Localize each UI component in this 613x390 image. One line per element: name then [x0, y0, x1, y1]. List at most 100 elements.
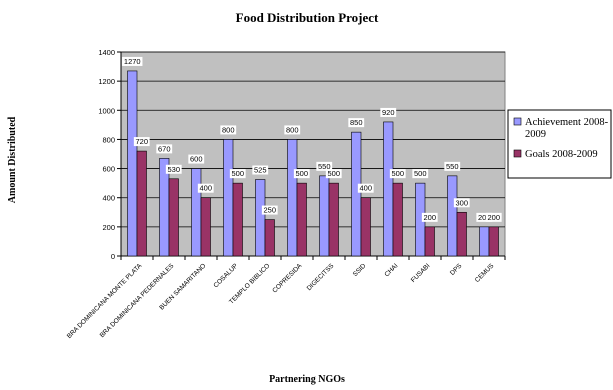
- data-label: 500: [414, 169, 427, 178]
- x-tick-label: COSALUP: [212, 262, 239, 289]
- bar-achievement: [479, 226, 490, 257]
- data-label-background: [188, 154, 205, 164]
- data-label-background: [476, 212, 493, 222]
- legend-label: Achievement 2008-: [525, 117, 609, 128]
- x-tick-label: SSID: [352, 262, 368, 278]
- data-label: 500: [327, 169, 340, 178]
- x-tick-label: DIGECITSS: [306, 262, 336, 292]
- plot-background: [120, 51, 506, 257]
- data-label-background: [348, 118, 365, 128]
- data-label: 400: [359, 184, 372, 193]
- bar-goals: [392, 182, 403, 257]
- bar-goals: [456, 211, 467, 257]
- chart-title: Food Distribution Project: [236, 10, 379, 25]
- data-label-background: [293, 169, 310, 179]
- y-tick-label: 0: [111, 252, 115, 261]
- data-label-background: [380, 107, 397, 117]
- data-label: 1270: [124, 57, 141, 66]
- legend-swatch: [513, 117, 522, 126]
- bar-goals: [136, 150, 147, 257]
- x-tick-label: COPRESIDA: [271, 262, 303, 294]
- data-label-background: [220, 125, 237, 135]
- data-label-background: [133, 137, 150, 147]
- data-label-background: [357, 183, 374, 193]
- data-label-background: [316, 161, 333, 171]
- bar-achievement: [127, 70, 138, 257]
- data-label: 300: [455, 198, 468, 207]
- data-label: 550: [318, 162, 331, 171]
- data-label-background: [122, 56, 143, 66]
- bar-achievement: [447, 175, 458, 257]
- legend-swatch: [513, 149, 522, 158]
- bar-goals: [424, 226, 435, 257]
- bar-achievement: [383, 121, 394, 257]
- x-axis-title: Partnering NGOs: [269, 374, 345, 385]
- data-label-background: [197, 183, 214, 193]
- y-tick-label: 1000: [98, 106, 115, 115]
- data-label: 670: [158, 144, 171, 153]
- bar-achievement: [255, 179, 266, 257]
- data-label: 500: [231, 169, 244, 178]
- y-tick-label: 200: [102, 223, 115, 232]
- data-label: 600: [190, 155, 203, 164]
- bar-achievement: [223, 139, 234, 257]
- data-label: 500: [391, 169, 404, 178]
- bar-goals: [232, 182, 243, 257]
- data-label: 800: [222, 125, 235, 134]
- data-label-background: [389, 169, 406, 179]
- data-label: 200: [487, 213, 500, 222]
- bar-goals: [200, 197, 211, 257]
- data-label: 200: [423, 213, 436, 222]
- legend-label: 2009: [525, 129, 546, 140]
- bar-goals: [488, 226, 499, 257]
- data-label-background: [325, 169, 342, 179]
- data-label-background: [165, 164, 182, 174]
- y-tick-label: 800: [102, 135, 115, 144]
- data-label-background: [252, 165, 269, 175]
- bar-goals: [296, 182, 307, 257]
- bar-achievement: [319, 175, 330, 257]
- data-label-background: [156, 144, 173, 154]
- bar-goals: [328, 182, 339, 257]
- legend: Achievement 2008-2009 Goals 2008-2009: [507, 109, 612, 179]
- data-label-background: [229, 169, 246, 179]
- y-tick-label: 1200: [98, 77, 115, 86]
- data-label: 530: [167, 165, 180, 174]
- bar-achievement: [191, 168, 202, 257]
- data-label: 500: [295, 169, 308, 178]
- bar-goals: [360, 197, 371, 257]
- data-label-background: [412, 169, 429, 179]
- y-tick-label: 1400: [98, 48, 115, 57]
- y-tick-label: 600: [102, 165, 115, 174]
- data-label: 800: [286, 125, 299, 134]
- data-label: 400: [199, 184, 212, 193]
- data-label-background: [453, 198, 470, 208]
- y-axis-title: Amount Distributed: [7, 116, 18, 203]
- data-label-background: [421, 212, 438, 222]
- data-label-background: [284, 125, 301, 135]
- x-tick-label: DPS: [449, 262, 464, 277]
- data-label-background: [444, 161, 461, 171]
- legend-box: [507, 109, 612, 179]
- data-label: 720: [135, 137, 148, 146]
- bar-achievement: [287, 139, 298, 257]
- bar-goals: [264, 219, 275, 257]
- data-label: 550: [446, 162, 459, 171]
- x-tick-label: FUSABI: [410, 262, 432, 284]
- data-label: 920: [382, 108, 395, 117]
- data-label: 250: [263, 206, 276, 215]
- data-label-background: [485, 212, 502, 222]
- data-label: 850: [350, 118, 363, 127]
- data-label-background: [261, 205, 278, 215]
- x-tick-label: CHAI: [383, 262, 399, 278]
- data-label: 525: [254, 166, 267, 175]
- legend-label: Goals 2008-2009: [525, 149, 598, 160]
- bar-goals: [168, 178, 179, 257]
- x-tick-label: CEMUS: [474, 262, 496, 284]
- data-label: 200: [478, 213, 491, 222]
- y-tick-label: 400: [102, 194, 115, 203]
- bar-achievement: [351, 131, 362, 257]
